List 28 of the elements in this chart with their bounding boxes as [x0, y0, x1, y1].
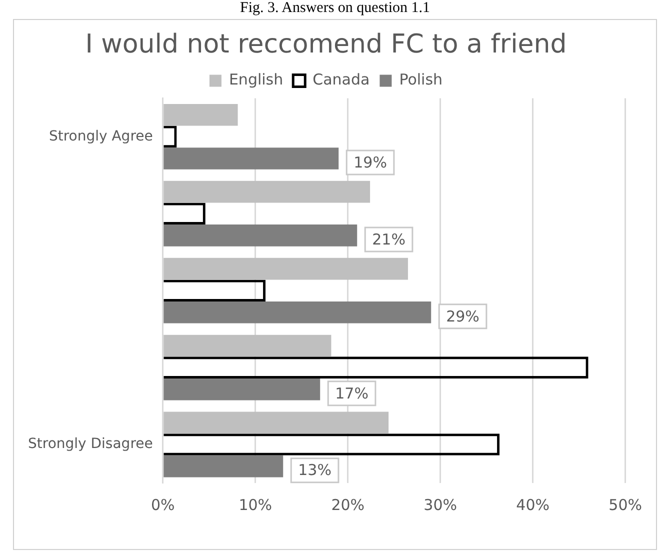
data-label: 29% [446, 307, 480, 326]
chart-title: I would not reccomend FC to a friend [85, 29, 567, 60]
bar [164, 378, 320, 400]
bar [164, 302, 432, 324]
data-label: 13% [298, 461, 332, 480]
x-tick-label: 40% [516, 496, 550, 514]
x-tick-label: 20% [331, 496, 365, 514]
bar [164, 148, 339, 170]
bar [164, 258, 408, 280]
x-tick-label: 50% [608, 496, 642, 514]
x-tick-label: 0% [150, 496, 175, 514]
data-label: 21% [372, 230, 406, 248]
x-tick-label: 10% [238, 496, 272, 514]
x-tick-label: 30% [424, 496, 458, 514]
bar [164, 104, 238, 126]
legend-label: English [228, 70, 284, 89]
caption: Fig. 3. Answers on question 1.1 [238, 0, 431, 17]
bar [164, 455, 284, 478]
legend-label: Polish [399, 70, 443, 89]
legend-label: Canada [312, 70, 370, 89]
y-tick-label: Strongly Agree [48, 128, 153, 144]
bar [164, 180, 370, 203]
data-label: 19% [354, 153, 387, 172]
bar [164, 334, 332, 357]
y-tick-label: Strongly Disagree [28, 436, 153, 452]
bar [164, 224, 358, 246]
bar [164, 412, 389, 434]
data-label: 17% [335, 384, 368, 402]
